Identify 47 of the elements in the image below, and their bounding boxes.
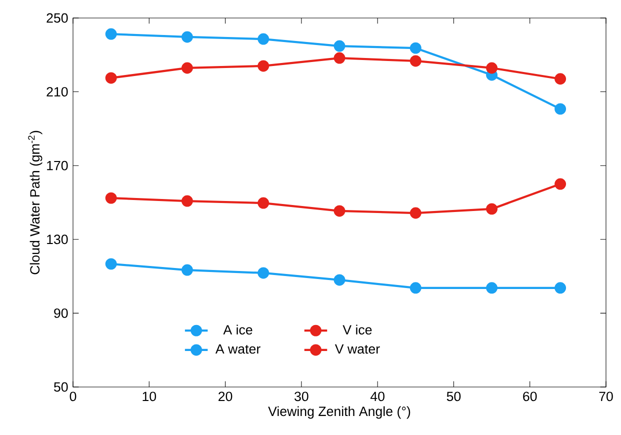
point [410,282,422,294]
x-tick-label: 50 [446,392,461,402]
point [554,282,566,294]
x-tick-label: 0 [70,392,76,402]
y-tick-label: 210 [46,87,68,97]
point [258,33,270,45]
point [105,28,117,40]
y-tick-label: 170 [47,160,68,170]
y-axis-title: Cloud Water Path (gm$^{-2}$) [28,130,42,274]
point [410,55,422,67]
point [334,205,346,217]
x-tick-label: 20 [218,392,232,402]
y-tick-label: 130 [47,234,68,244]
point [181,264,193,276]
legend-label: V ice [342,324,372,335]
x-tick-label: 30 [294,392,308,402]
point [486,203,498,215]
point [181,195,193,207]
point [334,52,346,64]
point [258,197,270,209]
point [486,282,498,294]
point [554,178,566,190]
point [410,207,422,219]
point [105,192,117,204]
point [554,103,566,115]
legend-label: A water [215,344,260,354]
point [181,31,193,43]
x-axis-title: Viewing Zenith Angle (°) [268,406,410,419]
point [554,73,566,85]
legend-label: A ice [223,324,252,335]
point [258,267,270,279]
point [105,258,117,270]
x-tick-label: 60 [523,392,537,402]
point [410,42,422,54]
point [334,40,346,52]
legend-label: V water [334,344,380,354]
y-tick-label: 90 [54,308,68,318]
point [181,62,193,74]
x-tick-label: 40 [370,392,384,402]
point [258,60,270,72]
y-tick-label: 50 [54,382,68,392]
x-tick-label: 10 [142,392,156,402]
x-tick-label: 70 [599,392,613,402]
point [486,62,498,74]
y-tick-label: 250 [46,13,68,23]
point [105,72,117,84]
point [334,274,346,286]
